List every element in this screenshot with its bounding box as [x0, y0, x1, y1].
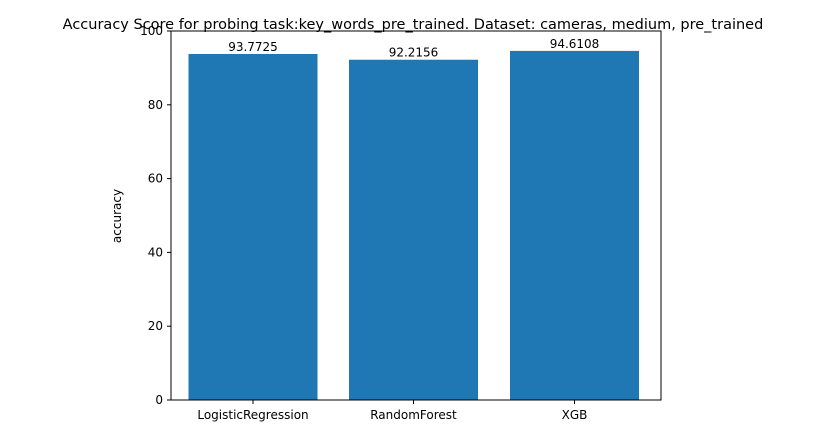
- bar-1: [349, 59, 478, 401]
- y-axis-label: accuracy: [110, 189, 124, 243]
- bars-group: 93.7725 92.2156 94.6108: [188, 37, 639, 401]
- y-tick-label-4: 80: [148, 98, 163, 112]
- bar-2: [510, 50, 639, 401]
- x-tick-label-0: LogisticRegression: [197, 408, 308, 422]
- y-tick-label-1: 20: [148, 319, 163, 333]
- chart-title: Accuracy Score for probing task:key_word…: [63, 17, 764, 33]
- y-axis: 0 20 40 60 80 100: [140, 24, 171, 407]
- plot-frame: [170, 30, 662, 401]
- data-label-2: 94.6108: [550, 37, 600, 51]
- y-tick-label-2: 40: [148, 245, 163, 259]
- bar-0: [188, 53, 318, 401]
- x-tick-label-1: RandomForest: [370, 408, 457, 422]
- y-tick-label-5: 100: [140, 24, 163, 38]
- y-tick-label-3: 60: [148, 172, 163, 186]
- data-label-1: 92.2156: [389, 46, 439, 60]
- x-axis: LogisticRegression RandomForest XGB: [197, 400, 587, 422]
- y-tick-label-0: 0: [155, 393, 163, 407]
- data-label-0: 93.7725: [228, 40, 278, 54]
- x-tick-label-2: XGB: [562, 408, 588, 422]
